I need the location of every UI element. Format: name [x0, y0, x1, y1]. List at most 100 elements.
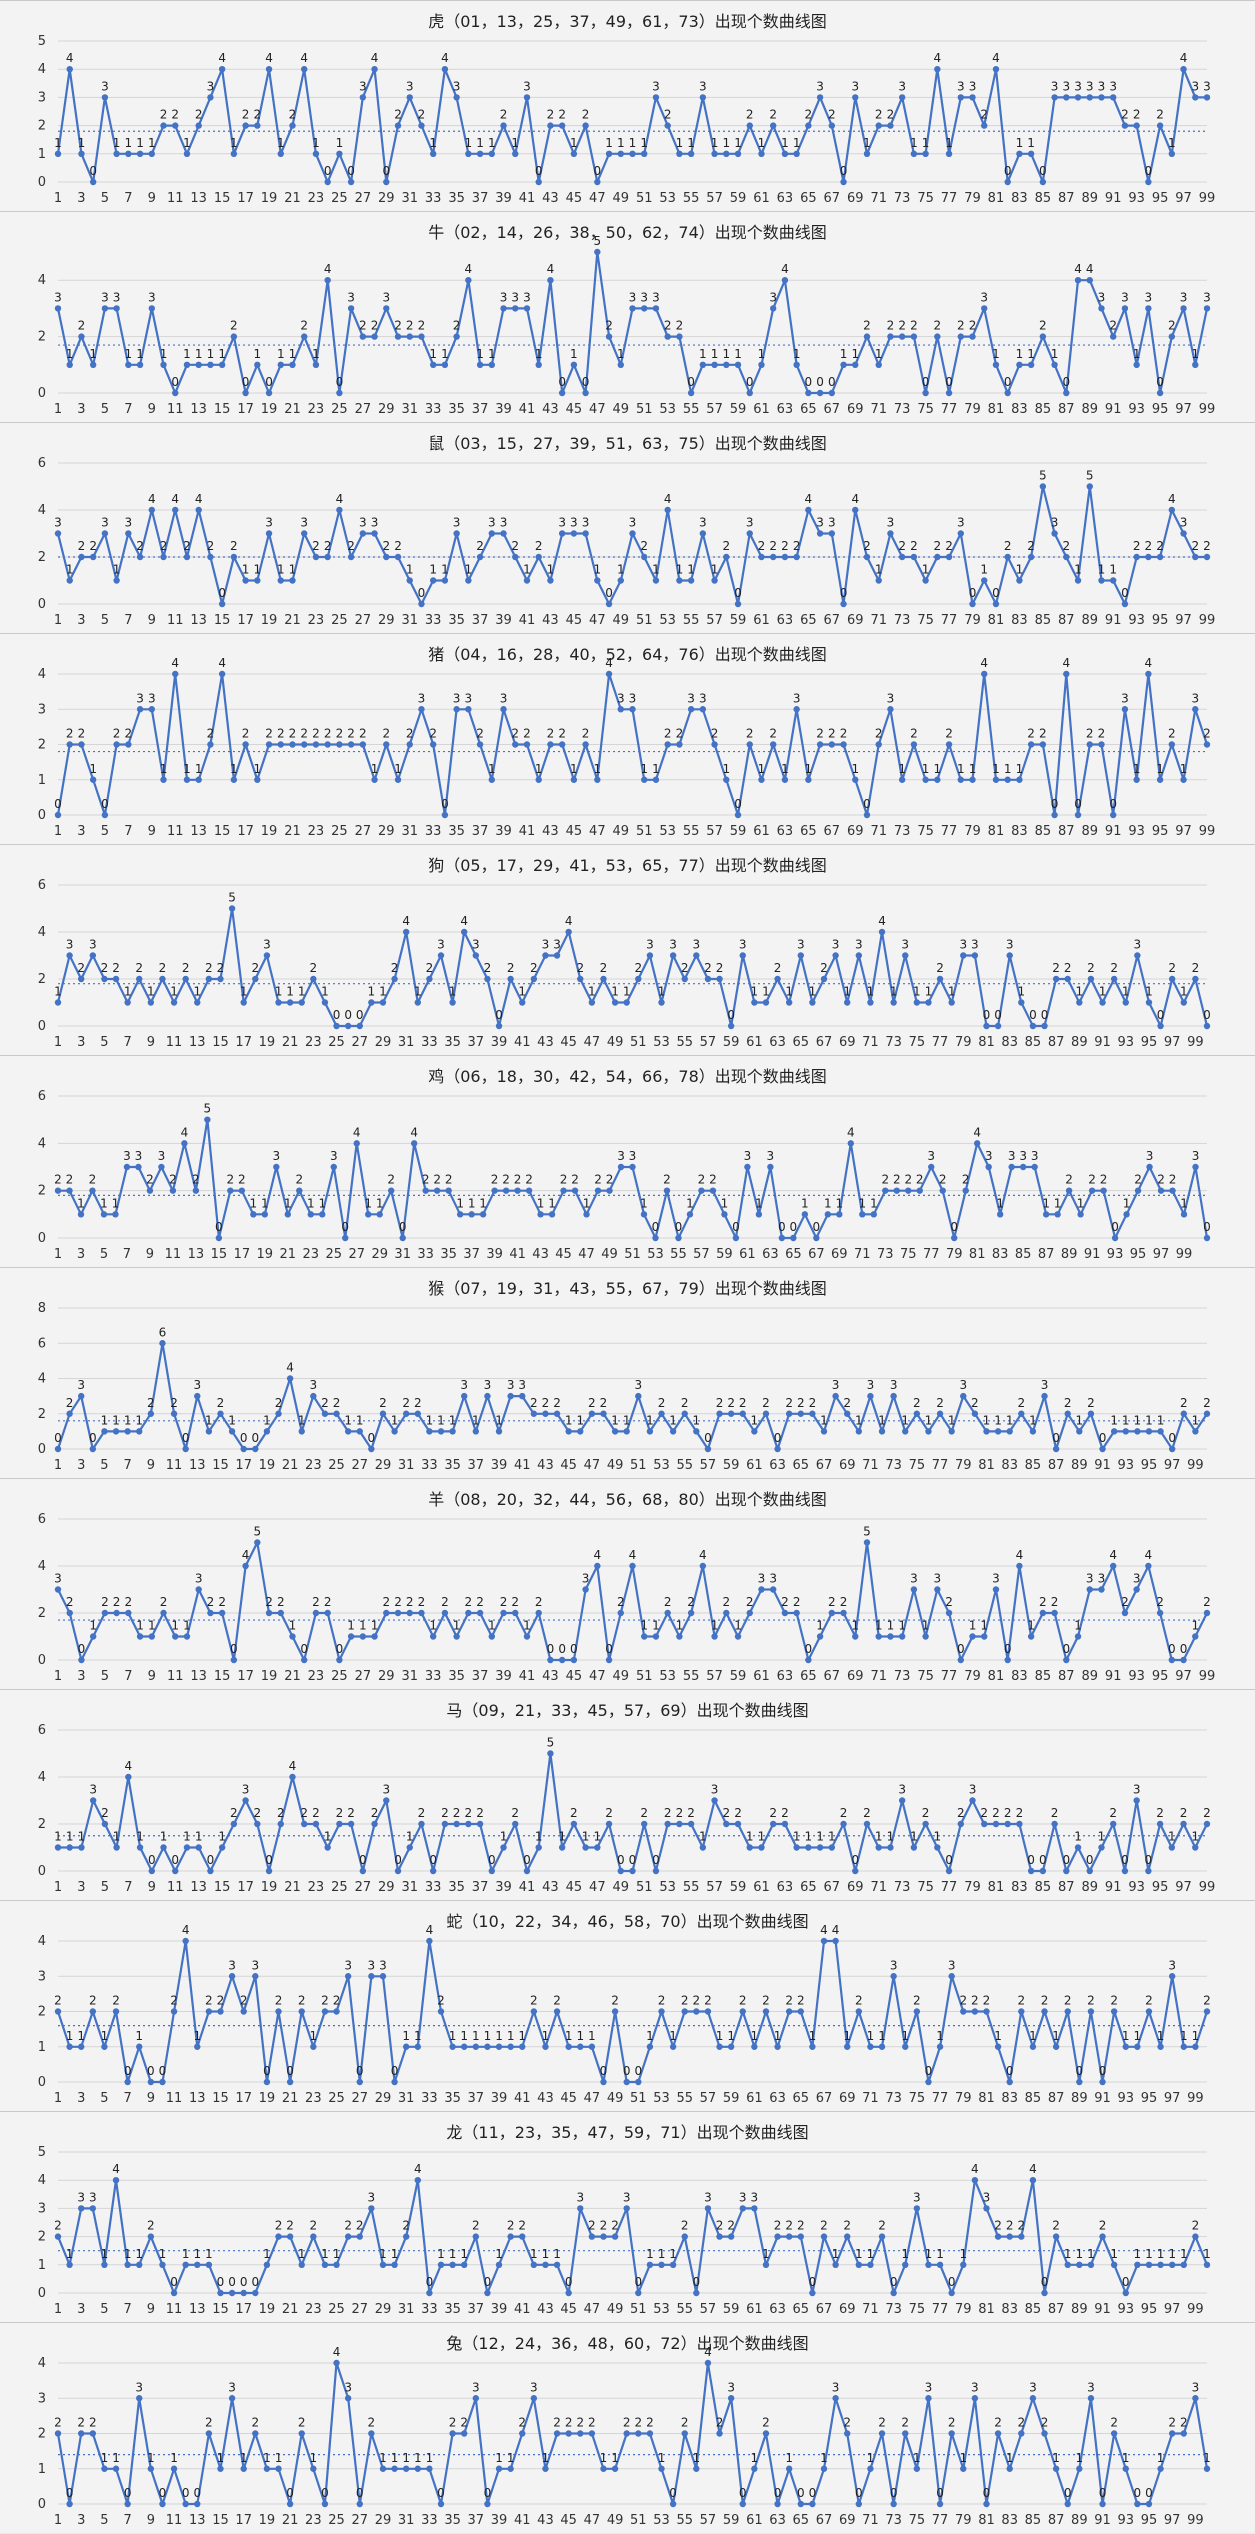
x-tick-label: 91	[1094, 1035, 1111, 1050]
data-label: 1	[693, 1413, 701, 1427]
x-tick-label: 5	[101, 1880, 109, 1895]
data-label: 1	[263, 2451, 271, 2465]
data-point	[298, 1428, 305, 1435]
x-tick-label: 99	[1199, 613, 1216, 628]
data-point	[1016, 577, 1023, 584]
data-point	[758, 1586, 765, 1593]
data-label: 2	[449, 2416, 457, 2430]
data-label: 2	[934, 539, 942, 553]
data-point	[844, 2233, 851, 2240]
data-label: 2	[1203, 1994, 1211, 2008]
data-point	[547, 1750, 554, 1757]
data-point	[54, 1187, 62, 1194]
data-point	[500, 305, 507, 312]
data-label: 2	[160, 1595, 168, 1609]
data-point	[183, 1844, 191, 1851]
x-tick-label: 29	[378, 824, 395, 839]
x-tick-label: 9	[148, 824, 156, 839]
data-label: 1	[980, 563, 988, 577]
y-tick-label: 6	[38, 878, 46, 893]
data-point	[321, 999, 329, 1006]
x-tick-label: 3	[77, 2513, 85, 2528]
x-tick-label: 99	[1187, 2302, 1204, 2317]
data-label: 3	[890, 1958, 898, 1972]
x-tick-label: 93	[1128, 402, 1145, 417]
data-point	[514, 1187, 521, 1194]
data-point	[611, 2465, 619, 2472]
data-point	[676, 741, 683, 748]
x-tick-label: 77	[932, 2091, 949, 2106]
data-point	[125, 1609, 132, 1617]
data-point	[1006, 2465, 1013, 2472]
data-point	[687, 389, 695, 397]
data-point	[217, 1410, 224, 1417]
data-point	[570, 1656, 578, 1664]
data-label: 3	[1133, 1572, 1141, 1586]
data-point	[878, 928, 886, 936]
data-point	[242, 389, 249, 397]
data-label: 2	[251, 2416, 259, 2430]
data-point	[500, 530, 507, 537]
data-point	[1074, 577, 1082, 584]
data-point	[301, 530, 308, 537]
data-point	[147, 2078, 155, 2086]
data-point	[1192, 2395, 1199, 2402]
data-label: 1	[312, 347, 320, 361]
x-tick-label: 81	[988, 191, 1005, 206]
data-label: 3	[890, 1378, 898, 1392]
x-tick-label: 9	[147, 2091, 155, 2106]
data-label: 2	[518, 2416, 526, 2430]
data-point	[983, 2205, 990, 2212]
data-label: 1	[809, 985, 817, 999]
x-tick-label: 51	[636, 1669, 653, 1684]
data-point	[54, 530, 62, 537]
x-tick-label: 19	[259, 1035, 276, 1050]
x-tick-label: 35	[444, 2302, 461, 2317]
data-point	[762, 2261, 770, 2268]
x-tick-label: 33	[425, 1669, 442, 1684]
data-point	[617, 577, 624, 584]
data-point	[588, 999, 596, 1006]
x-tick-label: 23	[305, 2091, 322, 2106]
data-label: 2	[664, 319, 672, 333]
data-label: 3	[530, 2380, 538, 2394]
data-label: 2	[687, 1595, 695, 1609]
x-tick-label: 47	[584, 2302, 601, 2317]
data-point	[194, 1392, 201, 1400]
data-label: 2	[769, 1806, 777, 1820]
data-point	[344, 1973, 352, 1980]
x-tick-label: 91	[1105, 402, 1122, 417]
data-point	[215, 1234, 223, 1242]
data-point	[652, 577, 660, 584]
data-point	[902, 2043, 909, 2050]
data-label: 2	[336, 1806, 344, 1820]
data-point	[769, 122, 777, 129]
data-point	[437, 952, 445, 959]
data-label: 3	[1051, 79, 1059, 93]
data-label: 3	[484, 1378, 492, 1392]
data-label: 2	[781, 1595, 789, 1609]
data-label: 0	[148, 1853, 156, 1867]
data-point	[693, 2289, 700, 2297]
data-point	[484, 975, 491, 983]
y-tick-label: 4	[38, 1372, 46, 1387]
data-label: 4	[414, 2162, 422, 2176]
data-label: 0	[484, 2486, 492, 2500]
data-point	[254, 1539, 261, 1546]
x-tick-label: 63	[777, 1880, 794, 1895]
data-point	[922, 776, 929, 783]
data-label: 1	[495, 2247, 503, 2261]
x-tick-label: 15	[214, 824, 231, 839]
data-point	[265, 1609, 273, 1617]
data-point	[263, 1428, 271, 1435]
data-point	[1008, 1163, 1015, 1171]
data-label: 1	[136, 1619, 144, 1633]
data-label: 2	[605, 1806, 613, 1820]
data-point	[124, 1428, 131, 1435]
data-point	[797, 2008, 804, 2015]
data-label: 1	[537, 1196, 545, 1210]
data-point	[344, 2395, 352, 2402]
data-label: 0	[1099, 2064, 1107, 2078]
x-tick-label: 27	[351, 1035, 368, 1050]
data-label: 1	[275, 2451, 283, 2465]
